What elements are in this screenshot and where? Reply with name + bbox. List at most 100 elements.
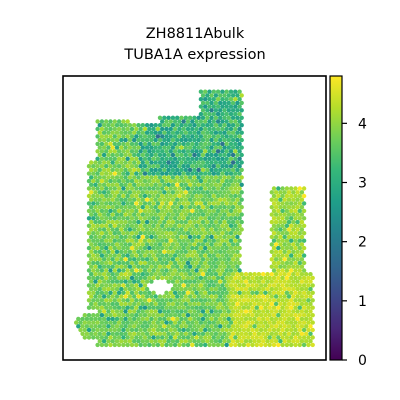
spot	[215, 134, 221, 139]
spot	[220, 186, 225, 191]
spot	[200, 175, 206, 180]
spot	[213, 115, 219, 121]
spot	[224, 298, 229, 303]
spot	[110, 205, 115, 210]
spot	[286, 294, 292, 299]
spot	[239, 286, 244, 292]
spot	[224, 231, 229, 236]
spot	[127, 294, 133, 299]
spot	[297, 238, 302, 243]
spot	[218, 160, 223, 165]
spot	[99, 298, 105, 303]
spot	[237, 104, 242, 109]
spot	[209, 316, 214, 322]
spot	[175, 160, 180, 165]
spot	[254, 298, 259, 303]
spot	[194, 238, 199, 243]
spot	[166, 205, 171, 210]
spot	[175, 257, 180, 262]
spot	[258, 335, 264, 340]
spot	[181, 335, 186, 340]
spot	[215, 208, 221, 214]
spot	[95, 327, 100, 333]
spot	[108, 216, 113, 221]
spot	[293, 193, 298, 199]
spot	[177, 305, 182, 310]
spot	[134, 268, 139, 273]
spot	[289, 313, 294, 318]
spot	[129, 216, 135, 221]
spot	[116, 275, 122, 281]
spot	[213, 167, 219, 173]
spot	[172, 134, 178, 139]
spot	[192, 160, 197, 165]
spot	[198, 253, 204, 258]
spot	[106, 227, 111, 232]
spot	[116, 335, 122, 340]
spot	[237, 97, 242, 102]
spot	[237, 260, 242, 266]
spot	[194, 290, 199, 295]
spot	[144, 301, 150, 307]
spot	[101, 316, 107, 322]
spot	[99, 283, 105, 288]
spot	[116, 119, 122, 124]
spot	[185, 268, 191, 273]
spot	[299, 227, 305, 232]
spot	[211, 298, 216, 303]
spot	[233, 275, 238, 281]
spot	[213, 272, 219, 277]
spot	[207, 335, 212, 340]
spot	[175, 137, 180, 143]
spot	[299, 272, 305, 277]
spot	[200, 264, 206, 269]
spot	[233, 149, 238, 154]
spot	[187, 286, 193, 292]
spot	[144, 212, 150, 217]
spot	[235, 264, 240, 269]
spot	[97, 242, 103, 247]
spot	[95, 141, 100, 147]
spot	[196, 249, 201, 254]
spot	[147, 149, 152, 154]
spot	[284, 283, 290, 288]
spot	[284, 275, 290, 281]
spot	[211, 156, 216, 161]
spot	[222, 279, 227, 284]
spot	[155, 327, 161, 333]
spot	[280, 290, 285, 295]
spot	[104, 208, 109, 214]
spot	[291, 197, 296, 202]
spot	[138, 313, 143, 318]
spot	[278, 227, 283, 232]
spot	[140, 249, 145, 254]
spot	[183, 190, 188, 195]
spot	[138, 134, 143, 139]
spot	[205, 272, 210, 277]
spot	[153, 301, 158, 307]
spot	[119, 279, 124, 284]
spot	[218, 294, 223, 299]
spot	[228, 208, 234, 214]
spot	[175, 205, 180, 210]
spot	[239, 339, 244, 344]
spot	[147, 201, 152, 206]
spot	[144, 249, 150, 254]
spot	[265, 272, 270, 277]
spot	[104, 275, 109, 281]
spot	[207, 97, 212, 102]
spot	[168, 335, 173, 340]
spot	[129, 283, 135, 288]
spot	[151, 342, 156, 348]
spot	[194, 164, 199, 169]
spot	[170, 279, 176, 284]
spot	[250, 298, 255, 303]
spot	[226, 219, 231, 225]
spot	[218, 279, 223, 284]
spot	[162, 249, 167, 254]
spot	[235, 272, 240, 277]
spot	[299, 309, 305, 314]
spot	[246, 283, 251, 288]
spot	[144, 272, 150, 277]
spot	[155, 275, 161, 281]
